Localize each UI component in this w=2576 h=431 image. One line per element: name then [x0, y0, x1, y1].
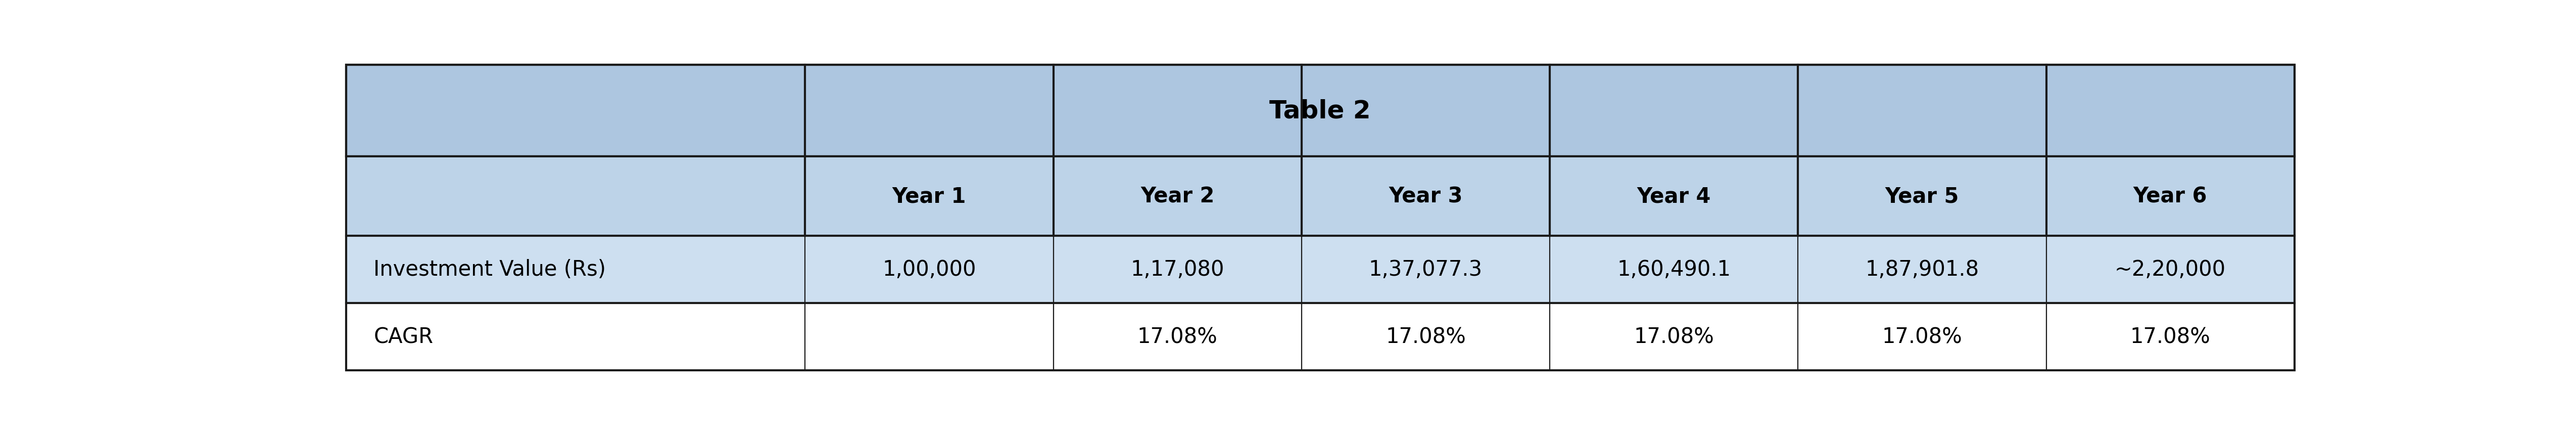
- Text: Year 6: Year 6: [2133, 186, 2208, 207]
- Bar: [806, 236, 1054, 303]
- Text: 17.08%: 17.08%: [2130, 326, 2210, 347]
- Text: CAGR: CAGR: [374, 326, 433, 347]
- Bar: [2045, 303, 2295, 370]
- Bar: [345, 236, 806, 303]
- Text: 1,60,490.1: 1,60,490.1: [1618, 259, 1731, 280]
- Bar: [1798, 236, 2045, 303]
- Bar: [1798, 303, 2045, 370]
- Text: 17.08%: 17.08%: [1633, 326, 1713, 347]
- Text: 17.08%: 17.08%: [1883, 326, 1963, 347]
- Text: Table 2: Table 2: [1270, 99, 1370, 123]
- Bar: [345, 156, 806, 236]
- Bar: [1551, 236, 1798, 303]
- Text: Year 2: Year 2: [1141, 186, 1213, 207]
- Bar: [1054, 156, 1301, 236]
- Bar: [1301, 156, 1551, 236]
- Bar: [1301, 303, 1551, 370]
- Bar: [1054, 303, 1301, 370]
- Bar: [345, 303, 806, 370]
- Text: Year 4: Year 4: [1636, 186, 1710, 207]
- Bar: [2045, 236, 2295, 303]
- Text: Investment Value (Rs): Investment Value (Rs): [374, 259, 605, 280]
- Text: 1,17,080: 1,17,080: [1131, 259, 1224, 280]
- Bar: [806, 303, 1054, 370]
- Text: ~2,20,000: ~2,20,000: [2115, 259, 2226, 280]
- Text: 1,87,901.8: 1,87,901.8: [1865, 259, 1978, 280]
- Bar: [1798, 156, 2045, 236]
- Bar: [1551, 156, 1798, 236]
- Bar: [2045, 156, 2295, 236]
- Text: 1,37,077.3: 1,37,077.3: [1368, 259, 1484, 280]
- Text: 17.08%: 17.08%: [1386, 326, 1466, 347]
- Bar: [806, 156, 1054, 236]
- Bar: [1551, 303, 1798, 370]
- Text: 17.08%: 17.08%: [1139, 326, 1218, 347]
- Bar: [345, 65, 2295, 156]
- Text: Year 5: Year 5: [1886, 186, 1960, 207]
- Bar: [1301, 236, 1551, 303]
- Text: 1,00,000: 1,00,000: [884, 259, 976, 280]
- Text: Year 3: Year 3: [1388, 186, 1463, 207]
- Text: Year 1: Year 1: [891, 186, 966, 207]
- Bar: [1054, 236, 1301, 303]
